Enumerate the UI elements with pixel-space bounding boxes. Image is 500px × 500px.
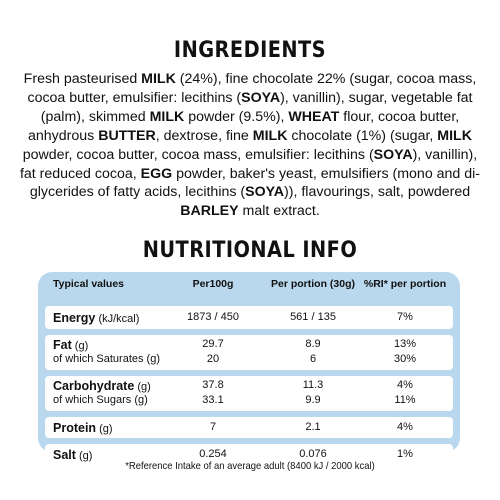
allergen-highlight: WHEAT [288,108,340,125]
nutrient-name: Carbohydrate (g) [53,379,151,393]
per-portion-value: 6 [309,353,317,365]
table-row: Carbohydrate (g) 37.8 11.3 4% of which Sugar… [45,376,453,411]
header-typical-values: Typical values [53,278,125,290]
nutrient-label: Fat [53,338,72,352]
header-per-100g: Per100g [192,278,234,290]
ingredient-segment: , dextrose, fine [155,127,253,144]
table-row: Fat (g) 29.7 8.9 13% of which Saturates (g) 2… [45,335,453,370]
ri-value: 7% [397,310,413,323]
per-portion-value: 2.1 [305,420,321,433]
nutrient-name: of which Sugars (g) [53,394,148,406]
nutrient-unit: (g) [75,450,93,462]
nutrient-label: Energy [53,310,96,325]
nutrient-unit: (g) [96,422,113,435]
per-100g-value: 1873 / 450 [187,310,239,323]
nutrition-table: Typical values Per100g Per portion (30g)… [38,272,460,466]
allergen-highlight: BUTTER [98,127,156,144]
ingredient-segment: powder (9.5%), [184,108,289,125]
nutrient-unit: (g) [134,381,151,393]
ingredient-segment: Fresh pasteurised [23,71,142,87]
ingredient-segment: powder, cocoa butter, cocoa mass, emulsi… [22,146,374,163]
nutrient-name: Fat (g) [53,338,88,352]
allergen-highlight: MILK [149,108,185,125]
nutrition-title: NUTRITIONAL INFO [142,238,358,263]
nutrient-label: Protein [53,420,97,435]
ingredient-segment: )), flavourings, salt, powdered [284,184,471,201]
allergen-highlight: MILK [437,127,472,144]
per-portion-value: 8.9 [305,338,321,350]
nutrient-label: Carbohydrate [53,379,135,393]
per-portion-value: 0.076 [299,448,327,460]
allergen-highlight: MILK [141,71,176,87]
ri-value: 11% [394,394,416,406]
table-row: Salt (g) 0.254 0.076 1% [45,444,453,466]
ingredient-segment: (24%), fine chocolate 22% (sugar, cocoa … [27,71,477,106]
per-100g-value: 33.1 [202,394,224,406]
table-row: Energy (kJ/kcal) 1873 / 450 561 / 135 7% [45,306,453,329]
header-ri-per-portion: %RI* per portion [363,278,447,290]
nutrient-unit: (g) [71,340,89,352]
per-100g-value: 20 [206,353,220,365]
ri-value: 13% [393,338,417,350]
ri-value: 4% [397,420,413,433]
ingredients-title: INGREDIENTS [173,38,327,63]
ri-value: 30% [393,353,417,365]
per-100g-value: 7 [209,420,217,433]
per-100g-value: 29.7 [202,338,224,350]
allergen-highlight: SOYA [241,89,281,106]
footnote: *Reference Intake of an average adult (8… [125,460,375,472]
table-row: Protein (g) 7 2.1 4% [45,417,453,438]
allergen-highlight: SOYA [373,146,413,163]
allergen-highlight: EGG [140,165,173,182]
per-portion-value: 9.9 [305,394,321,406]
table-header: Typical values Per100g Per portion (30g)… [38,278,460,304]
header-per-portion: Per portion (30g) [270,278,355,290]
nutrient-name: Energy (kJ/kcal) [53,311,139,325]
per-portion-value: 561 / 135 [290,310,336,323]
ingredient-segment: ), vanillin), sugar, vegetable fat (palm… [40,89,473,125]
allergen-highlight: SOYA [245,184,285,201]
ingredient-segment: flour, cocoa butter, anhydrous [28,108,460,144]
ri-value: 4% [397,379,413,391]
nutrient-label: Salt [53,448,76,462]
ingredient-segment: chocolate (1%) (sugar, [287,127,438,144]
allergen-highlight: BARLEY [180,203,239,220]
ingredient-segment: powder, baker's yeast, emulsifiers (mono… [29,165,481,201]
per-100g-value: 0.254 [199,448,227,460]
per-100g-value: 37.8 [202,379,224,391]
per-portion-value: 11.3 [302,379,324,391]
nutrient-name: Protein (g) [53,421,113,435]
ingredient-segment: malt extract. [238,203,320,220]
allergen-highlight: MILK [252,127,288,144]
nutrient-name: Salt (g) [53,448,92,462]
nutrient-name: of which Saturates (g) [53,353,160,365]
nutrient-unit: (kJ/kcal) [95,312,140,325]
ingredient-segment: ), vanillin), fat reduced cocoa, [19,146,478,182]
ingredients-text: Fresh pasteurised MILK (24%), fine choco… [14,70,486,221]
ri-value: 1% [397,448,413,460]
